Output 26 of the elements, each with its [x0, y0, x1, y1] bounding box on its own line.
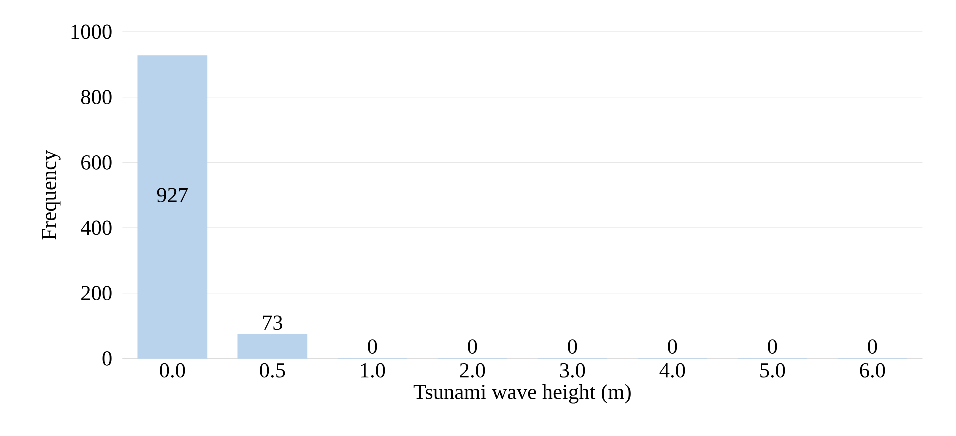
x-tick-label: 1.0: [361, 363, 386, 378]
data-label: 0: [868, 340, 878, 354]
x-tick-label: 2.0: [460, 363, 486, 378]
x-tick-label: 3.0: [560, 363, 586, 378]
y-tick-label: 1000: [72, 24, 112, 40]
y-tick-label: 600: [82, 155, 112, 170]
data-label: 0: [468, 340, 478, 354]
data-label: 0: [768, 340, 778, 354]
bar: [138, 56, 208, 359]
y-tick-label: 0: [102, 351, 112, 366]
x-tick-label: 0.0: [160, 363, 186, 378]
data-label: 73: [263, 316, 282, 330]
y-tick-label: 200: [82, 286, 112, 301]
y-tick-label: 800: [81, 90, 112, 105]
bar: [238, 334, 308, 359]
data-label: 927: [157, 188, 188, 203]
data-label: 0: [368, 340, 378, 354]
data-label: 0: [668, 340, 678, 354]
x-axis-title: Tsunami wave height (m): [414, 384, 631, 404]
x-tick-label: 0.5: [260, 363, 286, 378]
x-tick-label: 4.0: [660, 363, 686, 378]
x-tick-label: 5.0: [760, 363, 786, 378]
y-axis-title: Frequency: [42, 150, 61, 240]
data-label: 0: [568, 340, 578, 354]
y-tick-label: 400: [81, 220, 112, 236]
x-tick-label: 6.0: [860, 363, 886, 378]
